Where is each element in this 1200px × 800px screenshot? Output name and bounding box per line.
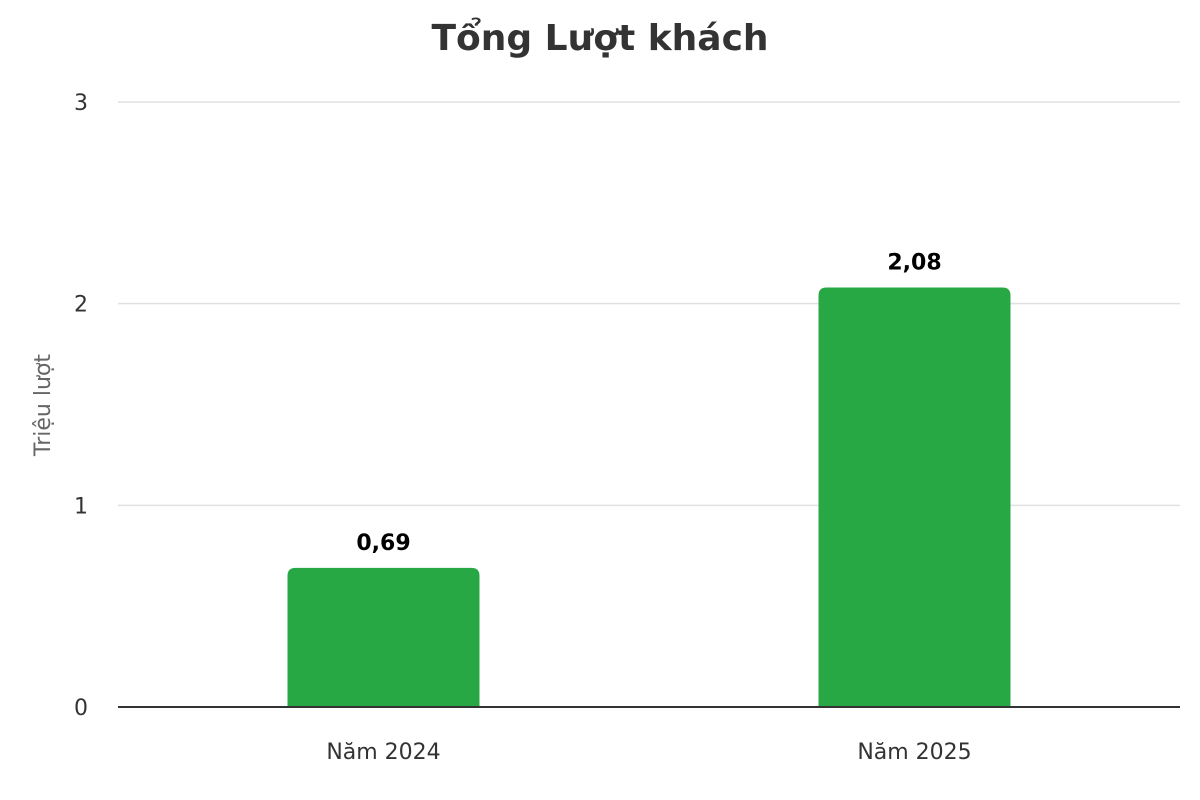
y-axis-label: Triệu lượt [31, 354, 56, 457]
y-tick-label: 1 [74, 494, 88, 519]
x-tick-label: Năm 2024 [326, 740, 440, 765]
y-axis-ticks: 0 1 2 3 [74, 91, 88, 721]
chart-title: Tổng Lượt khách [431, 17, 768, 59]
data-labels: 0,69 2,08 [356, 251, 941, 556]
bar [818, 287, 1011, 707]
x-axis-ticks: Năm 2024 Năm 2025 [326, 740, 971, 765]
x-tick-label: Năm 2025 [857, 740, 971, 765]
bar [287, 567, 480, 707]
data-label: 0,69 [356, 531, 410, 556]
y-tick-label: 2 [74, 293, 88, 318]
data-label: 2,08 [887, 251, 941, 276]
y-tick-label: 0 [74, 696, 88, 721]
y-tick-label: 3 [74, 91, 88, 116]
bars [287, 287, 1011, 707]
gridlines [118, 101, 1180, 507]
